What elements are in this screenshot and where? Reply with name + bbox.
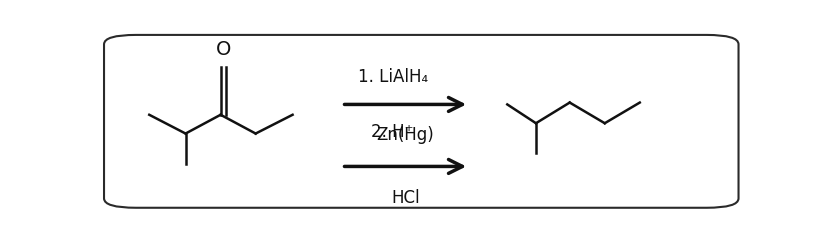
Text: 2. H⁺: 2. H⁺ <box>372 123 413 141</box>
Text: Zn(Hg): Zn(Hg) <box>376 126 434 144</box>
Text: HCl: HCl <box>391 189 420 207</box>
FancyBboxPatch shape <box>104 35 738 208</box>
Text: O: O <box>215 40 231 59</box>
Text: 1. LiAlH₄: 1. LiAlH₄ <box>358 68 427 86</box>
